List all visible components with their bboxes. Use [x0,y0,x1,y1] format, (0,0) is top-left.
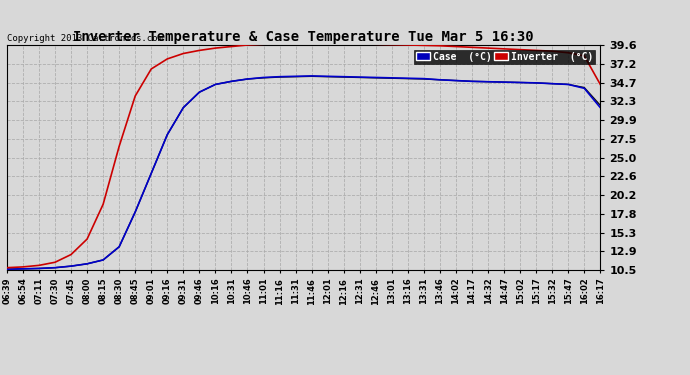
Text: Copyright 2013 Cartronics.com: Copyright 2013 Cartronics.com [7,34,163,43]
Title: Inverter Temperature & Case Temperature Tue Mar 5 16:30: Inverter Temperature & Case Temperature … [73,30,534,44]
Legend: Case  (°C), Inverter  (°C): Case (°C), Inverter (°C) [413,50,595,64]
